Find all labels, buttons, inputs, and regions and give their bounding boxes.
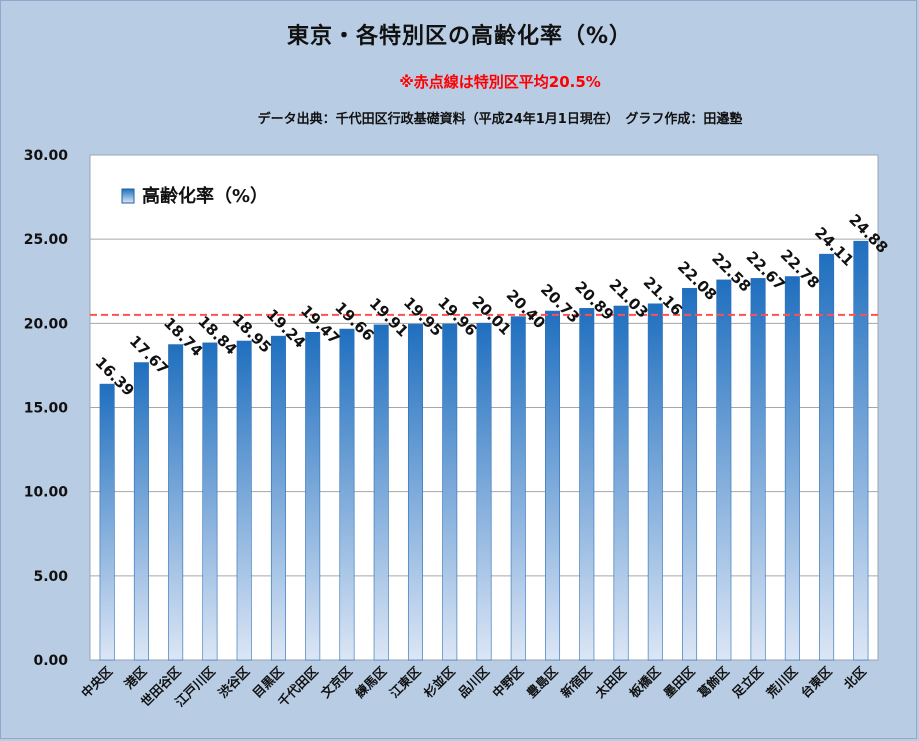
bar	[442, 323, 458, 661]
x-tick-label: 北区	[841, 663, 870, 692]
x-tick-label: 台東区	[798, 663, 835, 700]
x-tick-label: 葛飾区	[694, 663, 732, 701]
bar	[784, 276, 800, 661]
x-axis: 中央区 港区世田谷区江戸川区渋谷区目黒区千代田区文京区練馬区江東区杉並区品川区中野…	[78, 663, 869, 709]
bar	[168, 344, 184, 661]
bar	[236, 340, 252, 661]
bar	[339, 328, 355, 661]
bar	[373, 324, 389, 661]
legend: 高齢化率（%）	[121, 185, 268, 207]
y-axis: 0.00 5.00 10.00 15.00 20.00 25.00 30.00	[24, 148, 69, 669]
y-tick-label: 0.00	[33, 653, 68, 669]
bar	[270, 335, 286, 661]
x-tick-label: 中央区	[78, 663, 115, 700]
legend-swatch	[121, 188, 135, 204]
bar	[202, 342, 218, 661]
average-note: ※赤点線は特別区平均20.5%	[399, 73, 601, 91]
bar	[579, 308, 595, 661]
bar	[510, 316, 526, 661]
bar	[647, 303, 663, 661]
data-source: データ出典：千代田区行政基礎資料（平成24年1月1日現在） グラフ作成：田邉塾	[257, 112, 743, 127]
bar	[545, 310, 561, 661]
x-tick-label: 杉並区	[421, 663, 458, 700]
bar	[133, 362, 149, 661]
bar	[476, 322, 492, 661]
x-tick-label: 豊島区	[524, 663, 561, 700]
x-tick-label: 中野区	[489, 663, 526, 700]
bar	[305, 331, 321, 661]
x-tick-label: 港区	[121, 663, 150, 692]
y-tick-label: 20.00	[24, 316, 69, 332]
x-tick-label: 品川区	[455, 663, 492, 700]
legend-label: 高齢化率（%）	[142, 185, 268, 207]
x-tick-label: 渋谷区	[215, 663, 252, 700]
bar	[613, 305, 629, 661]
bar	[716, 279, 732, 661]
y-tick-label: 15.00	[24, 401, 69, 417]
x-tick-label: 太田区	[592, 663, 629, 700]
bar	[682, 288, 698, 661]
x-tick-label: 墨田区	[661, 663, 698, 700]
bar	[407, 323, 423, 661]
x-tick-label: 荒川区	[763, 663, 801, 701]
y-tick-label: 25.00	[24, 232, 69, 248]
bar	[750, 278, 766, 661]
bar	[819, 253, 835, 661]
bars	[99, 240, 869, 661]
y-tick-label: 5.00	[33, 569, 68, 585]
x-tick-label: 足立区	[729, 663, 766, 700]
x-tick-label: 江東区	[386, 663, 423, 700]
y-tick-label: 10.00	[24, 485, 69, 501]
bar	[853, 240, 869, 661]
bar	[99, 383, 115, 661]
y-tick-label: 30.00	[24, 148, 69, 164]
chart-title: 東京・各特別区の高齢化率（%）	[286, 24, 633, 49]
x-tick-label: 練馬区	[352, 663, 389, 700]
x-tick-label: 新宿区	[558, 663, 595, 700]
x-tick-label: 板橋区	[626, 663, 663, 700]
x-tick-label: 文京区	[318, 663, 355, 700]
